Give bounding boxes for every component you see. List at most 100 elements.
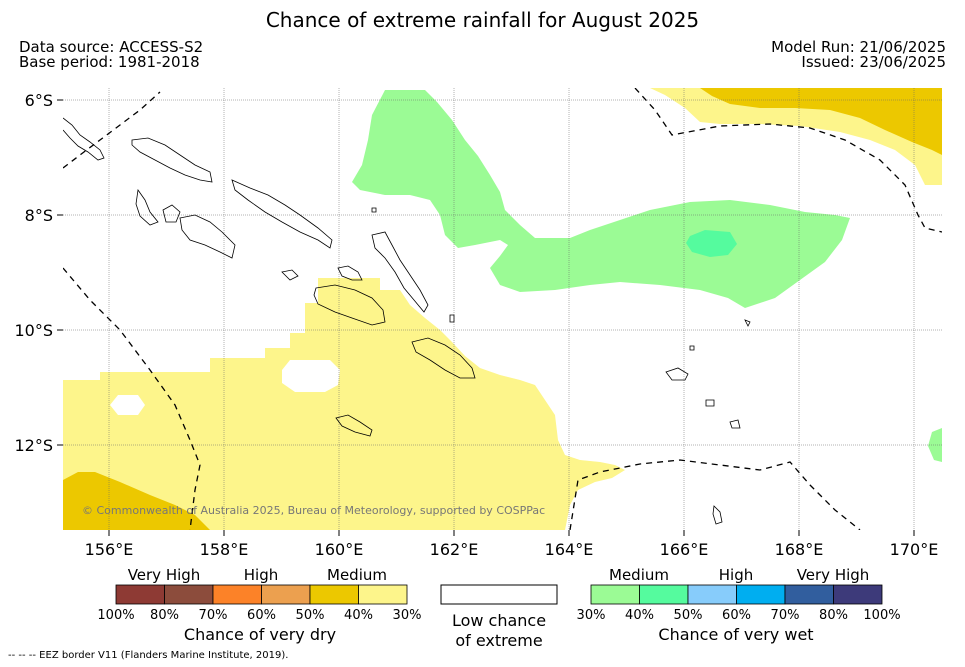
- legend-wet-percent-label: 80%: [819, 608, 848, 623]
- island-choiseul: [131, 137, 213, 183]
- legend-dry-swatch: [358, 584, 408, 605]
- legend-wet-level-very-high: Very High: [797, 566, 870, 584]
- y-tick-label: 6°S: [25, 91, 53, 110]
- legend-dry-caption: Chance of very dry: [184, 625, 336, 644]
- legend-low-chance-line2: of extreme: [455, 631, 542, 650]
- legend-wet-percent-label: 50%: [674, 608, 703, 623]
- x-tick-label: 164°E: [545, 540, 594, 559]
- y-tick-label: 10°S: [14, 321, 53, 340]
- island-kolombangara: [162, 204, 181, 223]
- legend-dry-level-very-high: Very High: [128, 566, 201, 584]
- legend-wet-swatch: [784, 584, 834, 605]
- island-vanikoro: [705, 399, 715, 407]
- island-malaita: [371, 231, 429, 313]
- island-utupua: [729, 419, 741, 429]
- legend-low-chance: Low chance of extreme: [440, 584, 558, 650]
- chart-title: Chance of extreme rainfall for August 20…: [265, 8, 700, 32]
- islands: [63, 117, 751, 525]
- legend-dry-swatch: [309, 584, 359, 605]
- island-santa-isabel: [231, 179, 333, 249]
- legend-wet-percent-label: 100%: [863, 608, 900, 623]
- island-florida: [337, 265, 363, 281]
- legend-low-chance-line1: Low chance: [452, 611, 546, 630]
- issued-label: Issued: 23/06/2025: [801, 53, 946, 71]
- y-axis-ticks: [57, 99, 63, 446]
- eez-border-north-east: [634, 88, 942, 233]
- legend-wet-swatch: [639, 584, 689, 605]
- copyright-notice: © Commonwealth of Australia 2025, Bureau…: [82, 504, 545, 517]
- map-area: © Commonwealth of Australia 2025, Bureau…: [63, 88, 942, 530]
- legend-dry-percent-label: 60%: [247, 608, 276, 623]
- island-small-north: [371, 207, 377, 213]
- legend-wet: Medium High Very High 30% 40% 50% 60% 70% 80%…: [577, 566, 901, 644]
- legend-wet-swatches: [590, 584, 883, 605]
- island-rennell: [335, 414, 373, 437]
- legend-dry: Very High High Medium 100% 80% 70% 60% 50% 40…: [97, 566, 421, 644]
- legend-dry-level-medium: Medium: [327, 566, 387, 584]
- legend-wet-swatch: [736, 584, 786, 605]
- island-small-ulawa: [449, 314, 455, 323]
- y-tick-label: 8°S: [25, 206, 53, 225]
- island-bougainville-fragment: [63, 117, 105, 161]
- no-signal-hole-2: [110, 395, 145, 415]
- base-period-label: Base period: 1981-2018: [19, 53, 200, 71]
- x-tick-label: 162°E: [430, 540, 479, 559]
- island-small-east-2: [744, 319, 751, 327]
- eez-border-south-west: [63, 267, 201, 530]
- x-tick-label: 166°E: [660, 540, 709, 559]
- legend-wet-swatch: [590, 584, 640, 605]
- island-makira: [411, 337, 476, 379]
- eez-footnote: -- -- -- EEZ border V11 (Flanders Marine…: [8, 650, 289, 661]
- x-axis-ticks: [108, 530, 915, 536]
- eez-border-south-east: [569, 459, 861, 530]
- gridlines: [63, 88, 942, 530]
- model-run-label: Model Run: 21/06/2025: [771, 38, 946, 56]
- island-new-georgia: [135, 188, 159, 226]
- legend-wet-percent-label: 40%: [625, 608, 654, 623]
- legend-dry-percent-label: 80%: [150, 608, 179, 623]
- header-left: Data source: ACCESS-S2 Base period: 1981…: [19, 40, 203, 70]
- x-tick-label: 160°E: [315, 540, 364, 559]
- x-tick-label: 156°E: [85, 540, 134, 559]
- legend-wet-level-high: High: [719, 566, 753, 584]
- legend-dry-swatch: [115, 584, 165, 605]
- data-source-label: Data source: ACCESS-S2: [19, 38, 204, 56]
- island-guadalcanal: [313, 284, 386, 326]
- dry-medium-region-northeast: [700, 88, 942, 155]
- legend-dry-level-high: High: [244, 566, 278, 584]
- legend-dry-swatch: [164, 584, 214, 605]
- legend-wet-swatch: [687, 584, 737, 605]
- wet-high-spot: [686, 230, 737, 257]
- legend-dry-swatches: [115, 584, 408, 605]
- no-signal-hole-1: [282, 360, 340, 392]
- x-tick-label: 158°E: [200, 540, 249, 559]
- legend-dry-percent-label: 30%: [393, 608, 422, 623]
- x-tick-label: 170°E: [890, 540, 939, 559]
- eez-border-north-west: [63, 91, 161, 169]
- legend-dry-percent-label: 50%: [296, 608, 325, 623]
- legend-dry-swatch: [212, 584, 262, 605]
- y-tick-label: 12°S: [14, 436, 53, 455]
- legend-wet-swatch: [833, 584, 883, 605]
- eez-borders: [63, 88, 942, 530]
- legend-dry-percent-label: 70%: [199, 608, 228, 623]
- legend-wet-level-medium: Medium: [609, 566, 669, 584]
- legend-wet-percent-label: 30%: [577, 608, 606, 623]
- island-vella-group: [179, 214, 236, 259]
- legend-dry-percent-label: 40%: [344, 608, 373, 623]
- x-tick-label: 168°E: [775, 540, 824, 559]
- dry-medium-region-southwest: [63, 472, 210, 530]
- legend-dry-swatch: [261, 584, 311, 605]
- island-small-east-3: [689, 345, 695, 351]
- island-russell: [281, 269, 299, 281]
- dry-light-region-west: [63, 278, 625, 530]
- legend-dry-percent-label: 100%: [97, 608, 134, 623]
- island-small-east-1: [712, 505, 723, 525]
- legend-wet-percent-label: 70%: [771, 608, 800, 623]
- island-santa-cruz: [665, 367, 689, 381]
- header-right: Model Run: 21/06/2025 Issued: 23/06/2025: [771, 40, 946, 70]
- legend-wet-caption: Chance of very wet: [658, 625, 813, 644]
- legend-wet-percent-label: 60%: [722, 608, 751, 623]
- legend-low-chance-swatch: [440, 584, 558, 605]
